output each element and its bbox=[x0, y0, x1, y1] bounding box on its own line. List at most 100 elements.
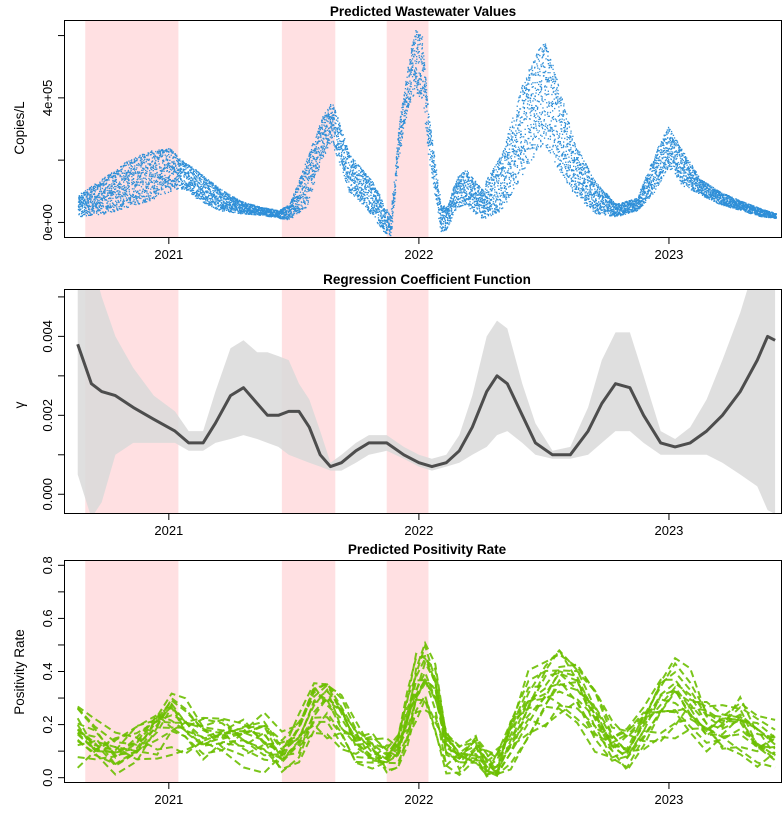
data-point bbox=[151, 186, 154, 188]
data-point bbox=[249, 207, 251, 209]
data-point bbox=[144, 199, 146, 202]
data-point bbox=[395, 165, 397, 167]
data-point bbox=[231, 205, 233, 207]
data-point bbox=[331, 135, 333, 137]
data-point bbox=[321, 124, 323, 126]
data-point bbox=[319, 129, 321, 131]
data-point bbox=[352, 162, 355, 164]
data-point bbox=[89, 196, 91, 198]
data-point bbox=[278, 214, 280, 216]
data-point bbox=[133, 178, 135, 180]
data-point bbox=[216, 195, 218, 197]
data-point bbox=[123, 181, 125, 183]
data-point bbox=[130, 201, 132, 203]
data-point bbox=[234, 201, 236, 204]
data-point bbox=[162, 167, 165, 169]
data-point bbox=[166, 185, 168, 187]
data-point bbox=[126, 199, 129, 201]
data-point bbox=[290, 211, 293, 213]
data-point bbox=[392, 198, 395, 200]
data-point bbox=[193, 192, 195, 194]
data-point bbox=[182, 168, 184, 170]
data-point bbox=[375, 211, 377, 213]
data-point bbox=[299, 185, 302, 188]
data-point bbox=[326, 115, 328, 117]
data-point bbox=[161, 176, 163, 179]
data-point bbox=[170, 154, 172, 156]
data-point bbox=[203, 181, 205, 183]
data-point bbox=[197, 197, 199, 199]
data-point bbox=[117, 199, 119, 202]
data-point bbox=[222, 200, 225, 202]
data-point bbox=[104, 190, 106, 192]
data-point bbox=[172, 167, 174, 169]
data-point bbox=[287, 210, 289, 212]
data-point bbox=[183, 180, 185, 182]
data-point bbox=[344, 167, 346, 169]
data-point bbox=[164, 154, 166, 156]
data-point bbox=[120, 169, 123, 171]
data-point bbox=[176, 158, 178, 160]
data-point bbox=[393, 204, 395, 206]
data-point bbox=[254, 210, 256, 212]
data-point bbox=[84, 207, 87, 209]
data-point bbox=[404, 115, 406, 117]
data-point bbox=[353, 163, 355, 165]
data-point bbox=[386, 209, 388, 211]
data-point bbox=[334, 122, 336, 124]
data-point bbox=[173, 166, 175, 168]
data-point bbox=[326, 124, 328, 126]
data-point bbox=[262, 214, 264, 216]
data-point bbox=[269, 209, 271, 211]
data-point bbox=[314, 173, 316, 175]
data-point bbox=[239, 208, 241, 210]
data-point bbox=[272, 213, 274, 216]
data-point bbox=[330, 116, 332, 118]
data-point bbox=[378, 209, 381, 211]
data-point bbox=[221, 194, 224, 197]
data-point bbox=[109, 197, 111, 200]
data-point bbox=[93, 210, 95, 212]
data-point bbox=[377, 202, 379, 204]
data-point bbox=[318, 166, 320, 168]
data-point bbox=[124, 175, 126, 178]
data-point bbox=[234, 197, 237, 199]
data-point bbox=[383, 228, 386, 230]
data-point bbox=[361, 198, 363, 200]
data-point bbox=[327, 110, 329, 112]
data-point bbox=[174, 184, 176, 186]
data-point bbox=[271, 213, 273, 215]
data-point bbox=[151, 197, 154, 199]
data-point bbox=[396, 158, 398, 160]
data-point bbox=[211, 205, 213, 208]
data-point bbox=[209, 204, 211, 206]
data-point bbox=[322, 117, 324, 119]
data-point bbox=[190, 187, 192, 189]
data-point bbox=[355, 193, 357, 195]
data-point bbox=[218, 189, 221, 191]
data-point bbox=[199, 173, 201, 175]
data-point bbox=[405, 113, 408, 115]
data-point bbox=[352, 179, 354, 182]
data-point bbox=[80, 213, 83, 215]
data-point bbox=[146, 159, 148, 161]
data-point bbox=[412, 64, 414, 66]
data-point bbox=[407, 87, 409, 89]
data-point bbox=[96, 201, 98, 203]
data-point bbox=[166, 170, 168, 172]
data-point bbox=[397, 157, 399, 159]
data-point bbox=[222, 201, 224, 203]
data-point bbox=[383, 220, 385, 222]
data-point bbox=[125, 186, 127, 188]
data-point bbox=[192, 182, 194, 184]
data-point bbox=[342, 143, 344, 145]
data-point bbox=[110, 193, 112, 195]
data-point bbox=[387, 216, 389, 219]
data-point bbox=[168, 165, 170, 167]
data-point bbox=[188, 182, 190, 184]
data-point bbox=[137, 176, 139, 178]
data-point bbox=[108, 185, 110, 187]
data-point bbox=[191, 190, 193, 192]
data-point bbox=[351, 172, 354, 174]
data-point bbox=[366, 194, 368, 196]
